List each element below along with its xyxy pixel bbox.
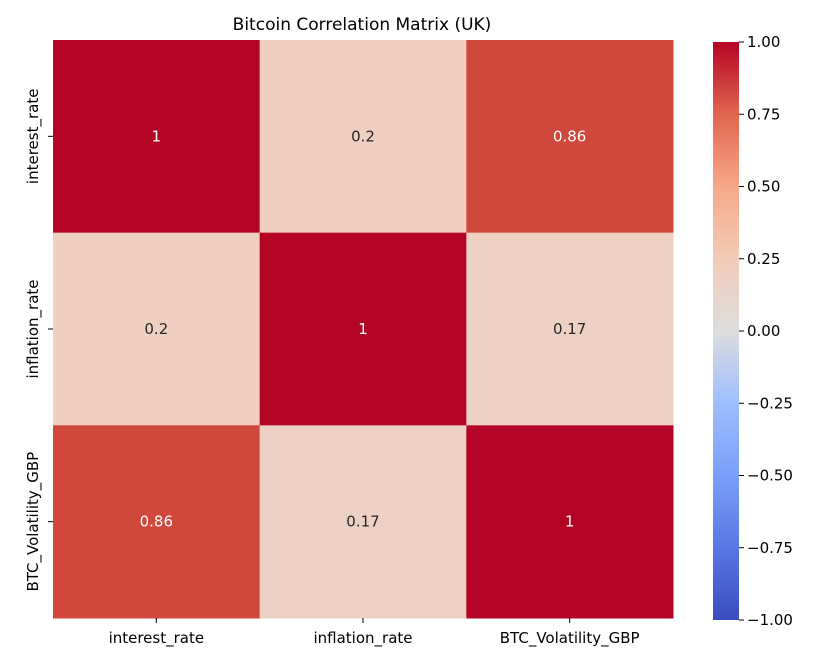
- colorbar-tick-label: 0.75: [747, 105, 780, 123]
- cell-annotation: 0.2: [351, 127, 375, 145]
- y-tick-label: interest_rate: [24, 89, 43, 185]
- colorbar-tick-label: 0.25: [747, 250, 780, 268]
- heatmap-cell: [466, 232, 674, 426]
- colorbar-tick-label: −1.00: [747, 611, 793, 629]
- cell-annotation: 0.17: [553, 320, 586, 338]
- cell-annotation: 1: [565, 513, 575, 531]
- cell-annotation: 1: [358, 320, 368, 338]
- x-tick-label: interest_rate: [109, 629, 205, 648]
- y-tick-label: inflation_rate: [24, 279, 43, 378]
- heatmap-cell: [53, 232, 261, 426]
- colorbar-gradient: [713, 42, 739, 620]
- heatmap-cell: [53, 425, 261, 619]
- x-tick-label: inflation_rate: [313, 629, 412, 648]
- colorbar: [713, 42, 739, 620]
- heatmap-cell: [466, 40, 674, 234]
- cell-annotation: 0.86: [553, 127, 586, 145]
- y-tick-label: BTC_Volatility_GBP: [24, 452, 43, 592]
- heatmap-cells: [53, 40, 674, 619]
- x-axis: interest_rate inflation_rate BTC_Volatilit…: [109, 618, 640, 648]
- heatmap-cell: [259, 40, 467, 234]
- cell-annotation: 0.2: [144, 320, 168, 338]
- colorbar-tick-label: 0.00: [747, 322, 780, 340]
- colorbar-ticks: 1.00 0.75 0.50 0.25 0.00 −0.25 −0.50 −0.75 −1.00: [739, 33, 793, 629]
- colorbar-tick-label: −0.50: [747, 467, 793, 485]
- x-tick-label: BTC_Volatility_GBP: [500, 629, 640, 648]
- heatmap-cell: [53, 40, 261, 234]
- cell-annotation: 1: [152, 127, 162, 145]
- cell-annotation: 0.17: [346, 513, 379, 531]
- chart-title: Bitcoin Correlation Matrix (UK): [233, 15, 492, 35]
- y-axis: interest_rate inflation_rate BTC_Volatilit…: [24, 89, 53, 592]
- colorbar-tick-label: −0.25: [747, 394, 793, 412]
- colorbar-tick-label: 1.00: [747, 33, 780, 51]
- heatmap-cell: [259, 425, 467, 619]
- heatmap-cell: [466, 425, 674, 619]
- colorbar-tick-label: 0.50: [747, 178, 780, 196]
- heatmap-cell: [259, 232, 467, 426]
- colorbar-tick-label: −0.75: [747, 539, 793, 557]
- cell-annotation: 0.86: [140, 513, 173, 531]
- heatmap-annotations: 1 0.2 0.86 0.2 1 0.17 0.86 0.17 1: [140, 127, 587, 530]
